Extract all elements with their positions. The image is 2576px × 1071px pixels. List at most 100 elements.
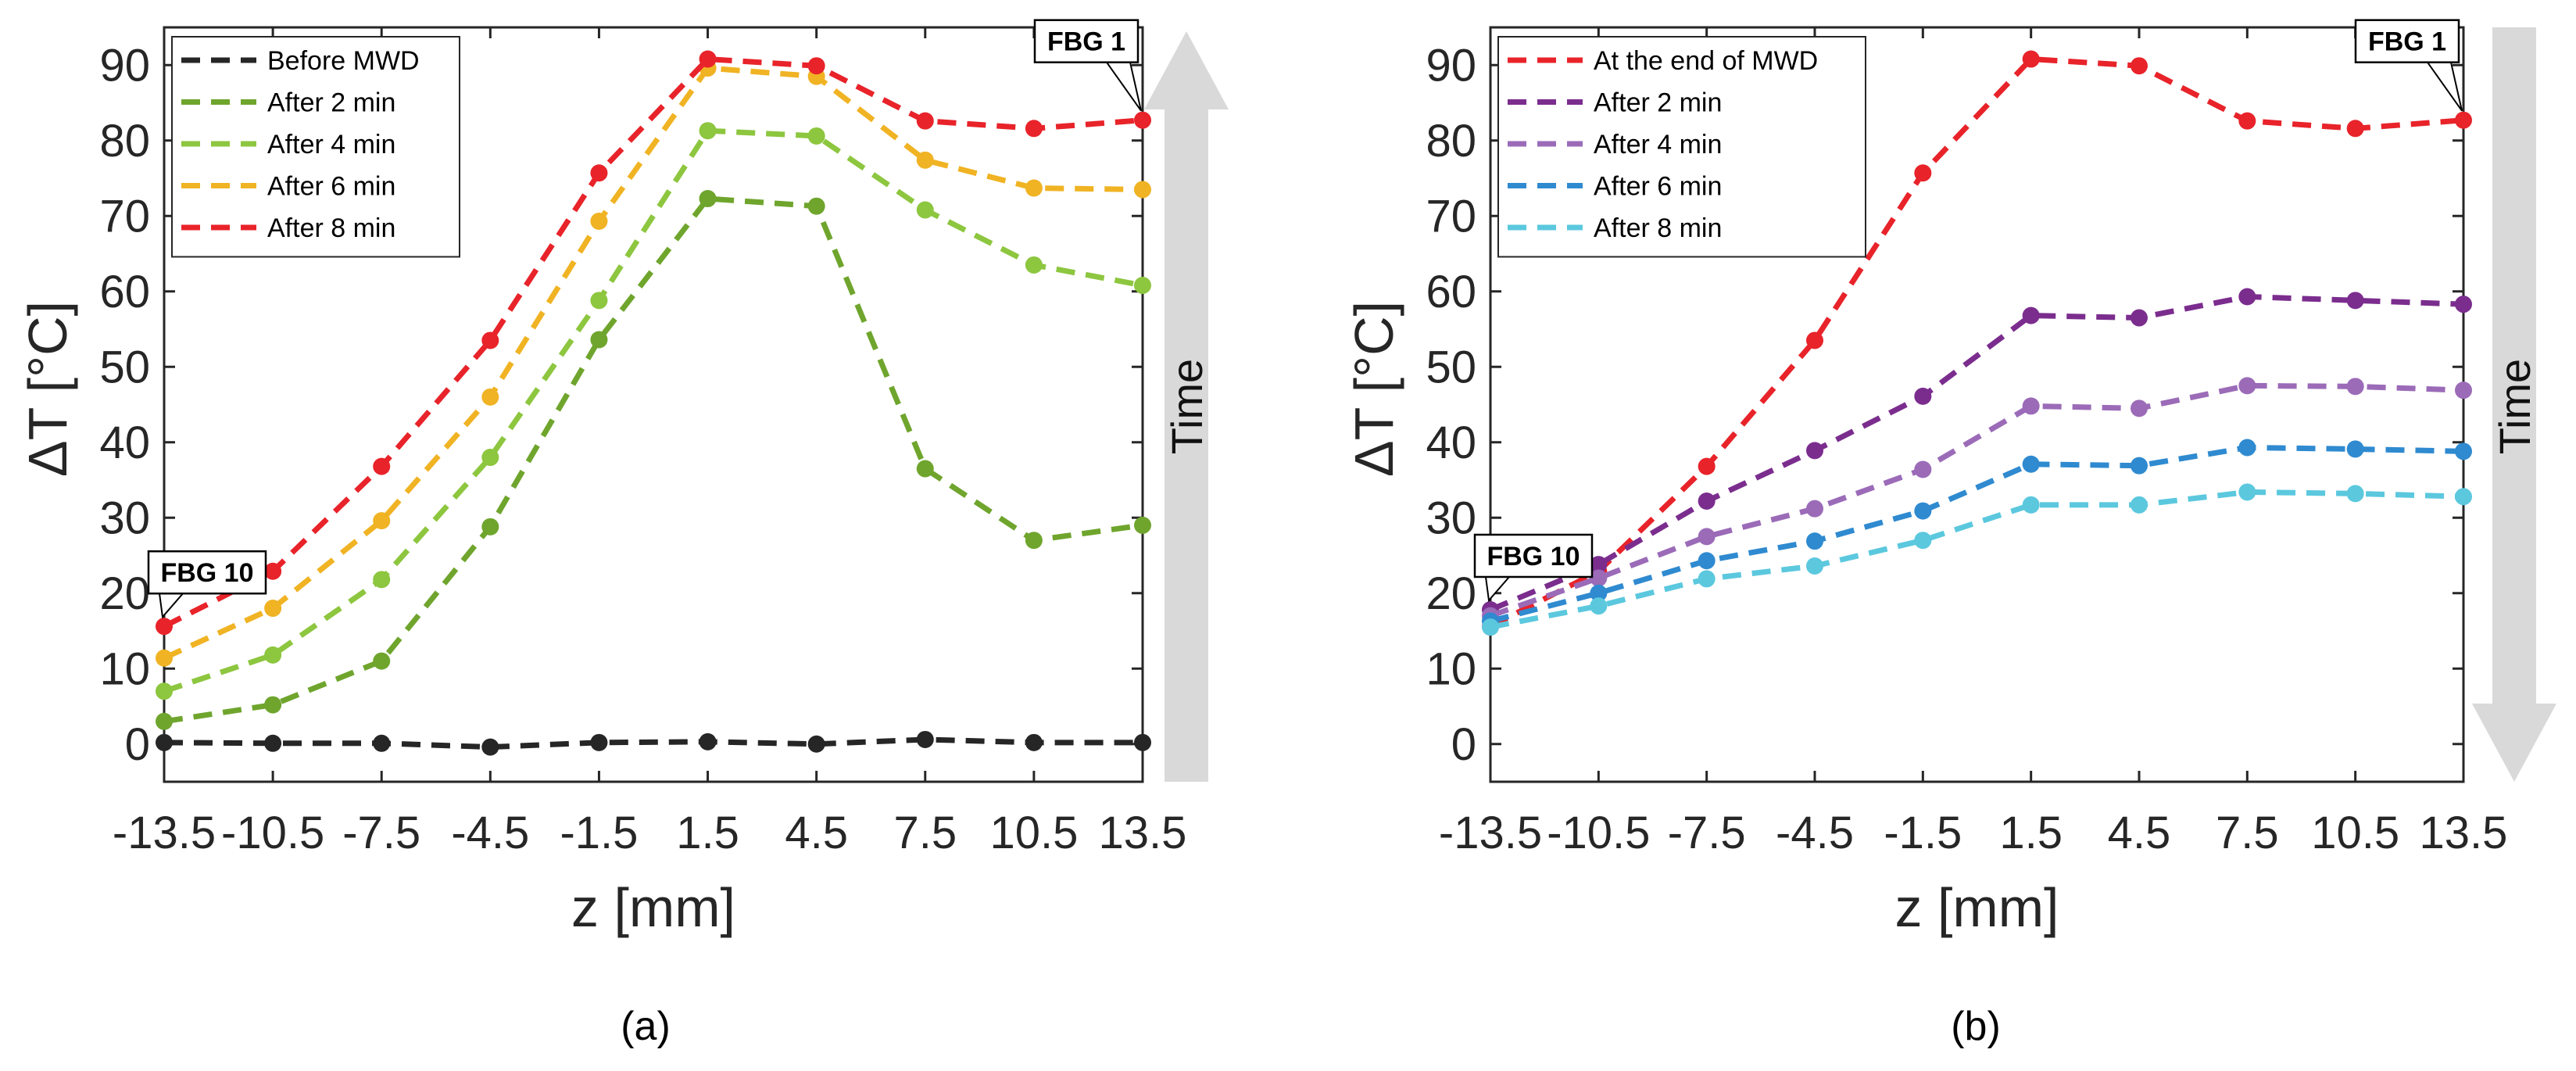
callout-label: FBG 10 bbox=[1487, 542, 1580, 571]
x-tick-label: -10.5 bbox=[221, 808, 324, 858]
chart-panel-a: 0 10 20 30 40 50 60 70 80 90 -13.5 -10.5 -7.5 -4.5 -1.… bbox=[17, 19, 1229, 1049]
data-point bbox=[1134, 181, 1151, 199]
y-tick-label: 90 bbox=[99, 40, 150, 91]
data-point bbox=[2238, 439, 2256, 457]
callout-pointer bbox=[1484, 575, 1512, 603]
data-point bbox=[1025, 256, 1043, 274]
data-point bbox=[1025, 120, 1043, 138]
y-tick-label: 10 bbox=[99, 643, 150, 694]
data-point bbox=[2238, 112, 2256, 130]
callout-box bbox=[2354, 19, 2460, 63]
x-axis-label: z [mm] bbox=[571, 877, 735, 938]
x-tick-label: 10.5 bbox=[989, 808, 1078, 858]
data-point bbox=[2238, 288, 2256, 306]
legend-label: After 6 min bbox=[1594, 172, 1722, 202]
series-line-2 bbox=[1489, 293, 2464, 613]
legend-label: After 8 min bbox=[267, 213, 395, 243]
data-point bbox=[2455, 111, 2472, 129]
series-line-2 bbox=[163, 195, 1143, 725]
callout-label: FBG 1 bbox=[2368, 27, 2446, 57]
data-point bbox=[373, 457, 391, 475]
data-point bbox=[156, 649, 173, 667]
y-tick-label: 70 bbox=[99, 191, 150, 242]
y-tick-label: 0 bbox=[125, 719, 150, 770]
data-point bbox=[156, 733, 173, 751]
legend-label: Before MWD bbox=[267, 46, 420, 76]
data-point bbox=[1698, 457, 1716, 475]
y-tick-label: 90 bbox=[1426, 40, 1476, 91]
y-tick-label: 40 bbox=[99, 417, 150, 468]
data-point bbox=[1590, 597, 1608, 615]
callout-pointer bbox=[2426, 61, 2463, 112]
data-point bbox=[590, 292, 608, 310]
data-point bbox=[1025, 179, 1043, 197]
x-tick-label: -4.5 bbox=[451, 808, 529, 858]
data-point bbox=[2346, 120, 2364, 138]
data-point bbox=[2131, 399, 2148, 417]
x-tick-label: 7.5 bbox=[2216, 808, 2279, 858]
x-tick-label: 4.5 bbox=[2108, 808, 2171, 858]
data-point bbox=[2131, 309, 2148, 327]
data-point bbox=[1806, 331, 1823, 349]
x-tick-label: -7.5 bbox=[1668, 808, 1746, 858]
y-tick-label: 80 bbox=[99, 116, 150, 167]
data-point bbox=[1698, 552, 1716, 570]
data-point bbox=[156, 618, 173, 636]
series-line-5 bbox=[163, 56, 1143, 629]
series-line-4 bbox=[163, 65, 1143, 661]
y-tick-label: 70 bbox=[1426, 191, 1476, 242]
data-point bbox=[1698, 493, 1716, 510]
data-point bbox=[264, 600, 282, 618]
series-line-1 bbox=[1489, 56, 2464, 629]
data-point bbox=[481, 449, 499, 467]
data-point bbox=[1914, 460, 1932, 478]
legend-box bbox=[171, 36, 460, 258]
data-point bbox=[1806, 532, 1823, 550]
subfigure-label: (a) bbox=[621, 1004, 671, 1049]
time-arrow-label: Time bbox=[1162, 359, 1211, 454]
legend-box bbox=[1497, 36, 1866, 258]
series-line-3 bbox=[1489, 382, 2464, 619]
data-point bbox=[590, 213, 608, 231]
data-point bbox=[1698, 570, 1716, 588]
data-point bbox=[2131, 57, 2148, 75]
data-point bbox=[481, 518, 499, 536]
plot-area bbox=[1489, 26, 2465, 783]
x-tick-label: -4.5 bbox=[1776, 808, 1854, 858]
x-tick-label: 4.5 bbox=[785, 808, 848, 858]
x-tick-label: -1.5 bbox=[560, 808, 638, 858]
data-point bbox=[2022, 50, 2040, 68]
data-point bbox=[2455, 296, 2472, 313]
data-point bbox=[807, 127, 825, 145]
data-point bbox=[2455, 488, 2472, 506]
data-point bbox=[2131, 457, 2148, 475]
plot-area bbox=[163, 26, 1144, 783]
data-point bbox=[916, 151, 934, 169]
y-tick-label: 10 bbox=[1426, 643, 1476, 694]
data-point bbox=[2022, 306, 2040, 324]
data-point bbox=[2022, 496, 2040, 514]
data-point bbox=[590, 733, 608, 751]
callout-box bbox=[1473, 533, 1594, 578]
legend-label: After 8 min bbox=[1594, 213, 1722, 243]
series-line-4 bbox=[1490, 445, 2464, 624]
data-point bbox=[2238, 483, 2256, 501]
data-point bbox=[1914, 387, 1932, 405]
data-point bbox=[2346, 485, 2364, 503]
legend-label: After 2 min bbox=[267, 88, 395, 118]
data-point bbox=[916, 460, 934, 478]
data-point bbox=[1914, 164, 1932, 182]
data-point bbox=[2238, 377, 2256, 395]
x-tick-label: -7.5 bbox=[342, 808, 420, 858]
y-tick-label: 40 bbox=[1426, 417, 1476, 468]
legend-label: After 6 min bbox=[267, 172, 395, 202]
x-tick-label: 1.5 bbox=[676, 808, 739, 858]
data-point bbox=[2022, 455, 2040, 473]
callout-pointer bbox=[1105, 61, 1142, 112]
data-point bbox=[156, 712, 173, 730]
y-tick-label: 60 bbox=[99, 267, 150, 317]
series-line-5 bbox=[1490, 489, 2464, 630]
data-point bbox=[590, 331, 608, 349]
callout-label: FBG 1 bbox=[1047, 27, 1125, 57]
